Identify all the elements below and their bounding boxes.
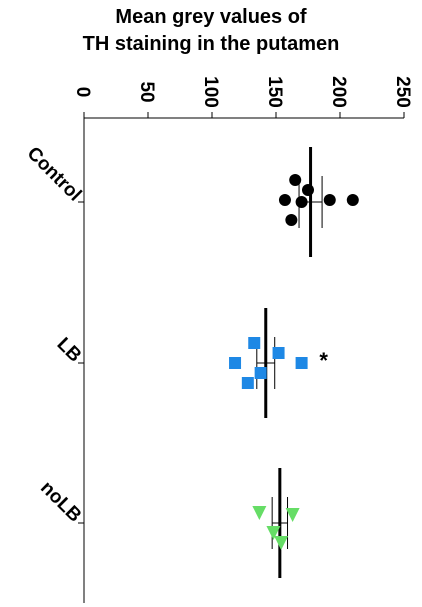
data-point-circle: [302, 184, 314, 196]
data-point-square: [295, 357, 308, 369]
data-point-square: [241, 377, 254, 389]
value-axis-ticks: 0 50 100 150 200 250: [72, 76, 413, 118]
data-point-square: [248, 337, 261, 349]
data-point-square: [229, 357, 242, 369]
data-point-square: [272, 347, 285, 359]
significance-marker: *: [319, 348, 328, 373]
data-point-circle: [278, 194, 291, 206]
chart-title-line-1: Mean grey values of: [115, 6, 307, 28]
category-label: noLB: [36, 477, 85, 526]
chart-title-line-2: TH staining in the putamen: [82, 33, 340, 55]
data-point-square: [254, 367, 267, 379]
data-point-triangle: [266, 526, 281, 540]
value-tick-label: 50: [136, 81, 157, 102]
value-tick-label: 0: [72, 87, 93, 98]
data-points: *: [229, 147, 359, 578]
data-point-circle: [289, 174, 302, 186]
data-point-triangle: [285, 508, 300, 522]
data-point-triangle: [252, 506, 267, 520]
data-point-circle: [346, 194, 359, 206]
category-label: Control: [23, 143, 86, 206]
axes: [83, 117, 404, 603]
value-tick-label: 200: [328, 76, 349, 108]
value-tick-label: 150: [264, 76, 285, 108]
category-labels: Control LB noLB: [23, 143, 86, 527]
data-point-circle: [295, 196, 308, 208]
value-tick-label: 100: [200, 76, 221, 108]
data-point-triangle: [274, 536, 289, 550]
data-point-circle: [285, 214, 298, 226]
chart-title: Mean grey values of TH staining in the p…: [0, 4, 422, 58]
data-point-circle: [323, 194, 336, 206]
value-tick-label: 250: [392, 76, 413, 108]
category-label: LB: [53, 334, 86, 367]
